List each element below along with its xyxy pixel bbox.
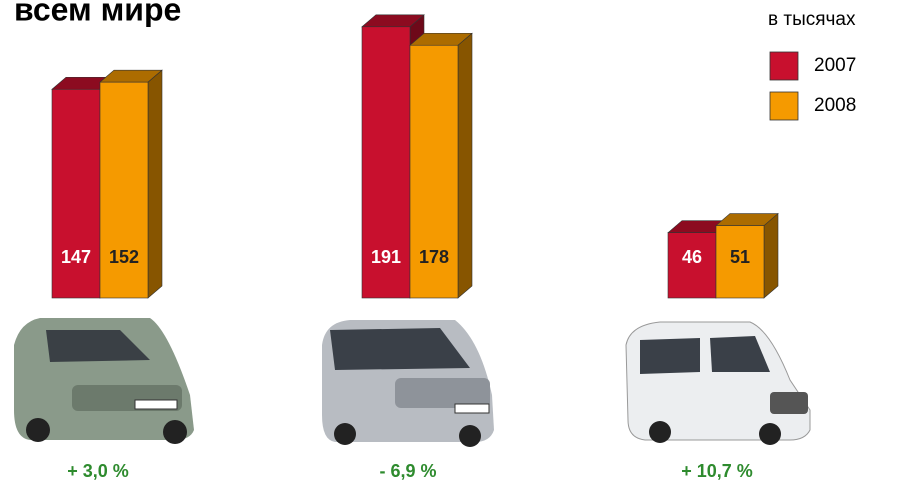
value-label: 191 (371, 247, 401, 267)
value-label: 46 (682, 247, 702, 267)
value-label: 51 (730, 247, 750, 267)
legend-swatch (770, 52, 798, 80)
bar-side (458, 33, 472, 298)
change-label: + 3,0 % (67, 461, 129, 481)
legend-label: 2008 (814, 95, 856, 116)
chart-title: всем мире (14, 0, 181, 27)
legend-label: 2007 (814, 55, 856, 76)
van-image (322, 320, 494, 447)
value-label: 147 (61, 247, 91, 267)
change-label: - 6,9 % (379, 461, 436, 481)
bar-side (148, 70, 162, 298)
van-image (626, 322, 810, 445)
bar-side (764, 214, 778, 298)
van-image (14, 318, 194, 444)
value-label: 152 (109, 247, 139, 267)
chart: всем мире в тысячах 147 152 191 178 46 51 + 3,… (0, 0, 902, 486)
value-label: 178 (419, 247, 449, 267)
unit-note: в тысячах (768, 9, 856, 30)
change-label: + 10,7 % (681, 461, 753, 481)
legend-swatch (770, 92, 798, 120)
